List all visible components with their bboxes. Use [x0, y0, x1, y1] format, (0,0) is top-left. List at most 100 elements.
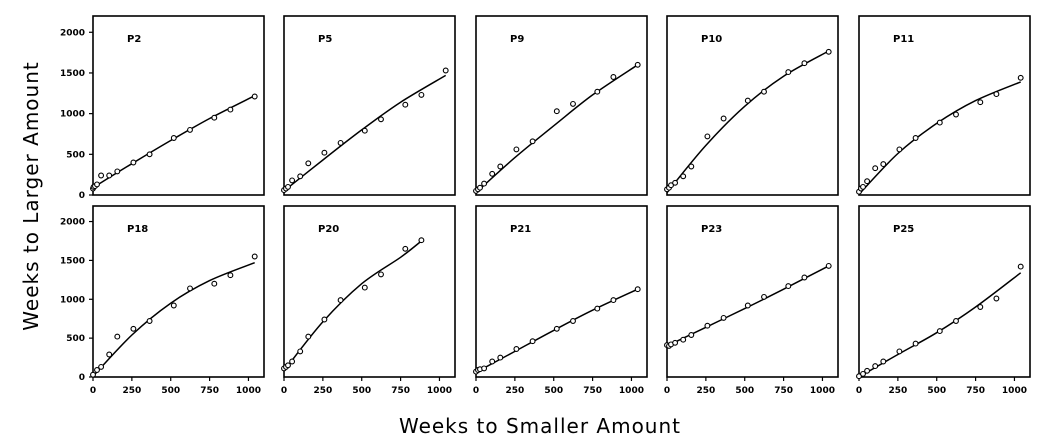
fit-curve: [666, 50, 830, 194]
panel-label: P9: [510, 34, 524, 45]
panel-frame: [283, 205, 456, 378]
data-point: [130, 325, 137, 332]
data-point: [227, 272, 234, 279]
data-point: [570, 318, 576, 324]
x-tick-label: 500: [352, 386, 371, 396]
panel-p10: P10: [664, 15, 839, 196]
panel-label: P23: [701, 224, 722, 235]
data-point: [825, 48, 832, 55]
data-point: [251, 253, 258, 260]
y-tick-label: 500: [66, 150, 85, 160]
y-tick-label: 1500: [60, 256, 85, 266]
data-point: [993, 295, 1000, 302]
data-point: [953, 318, 959, 324]
data-point: [704, 322, 711, 329]
x-tick-label: 250: [696, 386, 715, 396]
x-tick-label: 0: [90, 386, 96, 396]
data-point: [297, 348, 304, 355]
x-tick-label: 750: [774, 386, 793, 396]
data-point: [497, 163, 504, 170]
panel-frame: [475, 205, 648, 378]
x-tick-label: 750: [966, 386, 985, 396]
panel-frame: [92, 15, 265, 196]
data-point: [553, 325, 560, 332]
data-point: [880, 358, 887, 365]
data-point: [610, 74, 617, 80]
data-point: [1017, 263, 1024, 270]
data-point: [305, 160, 312, 167]
panel-frame: [858, 15, 1031, 196]
panel-p20: P20 0 250 500 750 1000: [281, 205, 456, 396]
data-point: [761, 293, 767, 300]
data-point: [1017, 74, 1024, 81]
data-point: [477, 184, 483, 191]
data-point: [170, 135, 177, 141]
x-tick-label: 500: [544, 386, 563, 396]
x-tick-label: 1000: [1002, 386, 1027, 396]
data-point: [594, 305, 601, 312]
panel-p18: P18 0 500 1000 1500 2000 0 250 500 750 1000: [60, 205, 265, 396]
panel-frame: [475, 15, 648, 196]
data-point: [289, 358, 296, 365]
data-point: [227, 106, 234, 113]
panel-label: P10: [701, 34, 722, 45]
data-point: [801, 274, 808, 281]
data-point: [872, 165, 879, 172]
data-point: [361, 284, 368, 291]
data-point: [977, 304, 984, 310]
x-tick-label: 0: [473, 386, 479, 396]
data-point: [289, 177, 296, 184]
panel-label: P25: [893, 224, 914, 235]
data-point: [634, 61, 641, 68]
panel-label: P21: [510, 224, 531, 235]
panel-frame: [92, 205, 265, 378]
data-point: [187, 285, 193, 292]
data-point: [94, 181, 100, 188]
data-point: [146, 318, 153, 324]
x-tick-label: 250: [122, 386, 141, 396]
data-point: [785, 69, 792, 76]
panel-p11: P11: [856, 15, 1031, 196]
y-axis-title: Weeks to Larger Amount: [19, 61, 43, 330]
data-point: [680, 336, 687, 343]
data-point: [378, 116, 384, 123]
data-point: [114, 333, 121, 340]
x-tick-label: 750: [583, 386, 602, 396]
data-point: [896, 146, 903, 153]
x-tick-label: 250: [888, 386, 907, 396]
data-point: [634, 286, 641, 293]
panel-p9: P9: [473, 15, 648, 196]
data-point: [481, 180, 488, 187]
data-point: [529, 138, 536, 145]
data-point: [106, 172, 113, 179]
data-point: [761, 88, 767, 95]
data-point: [513, 146, 520, 153]
fit-curve: [858, 81, 1021, 195]
y-tick-label: 0: [79, 191, 85, 201]
data-point: [860, 370, 866, 377]
data-point: [94, 367, 100, 373]
data-point: [553, 108, 560, 115]
panel-label: P18: [127, 224, 148, 235]
data-point: [594, 88, 601, 95]
x-tick-label: 1000: [619, 386, 644, 396]
x-axis-title: Weeks to Smaller Amount: [399, 414, 681, 438]
data-point: [297, 173, 304, 180]
data-point: [489, 358, 496, 365]
data-point: [98, 363, 105, 370]
data-point: [418, 237, 425, 244]
data-point: [378, 271, 384, 278]
x-tick-label: 1000: [427, 386, 452, 396]
panel-p21: P21 0 250 500 750 1000: [473, 205, 648, 396]
data-point: [402, 101, 409, 108]
fit-curve: [92, 262, 255, 377]
data-point: [402, 245, 409, 252]
data-point: [481, 365, 488, 372]
data-point: [864, 367, 871, 374]
data-point: [211, 114, 218, 121]
data-point: [321, 149, 328, 156]
data-point: [872, 363, 879, 370]
data-point: [513, 346, 520, 352]
panel-frame: [666, 15, 839, 196]
